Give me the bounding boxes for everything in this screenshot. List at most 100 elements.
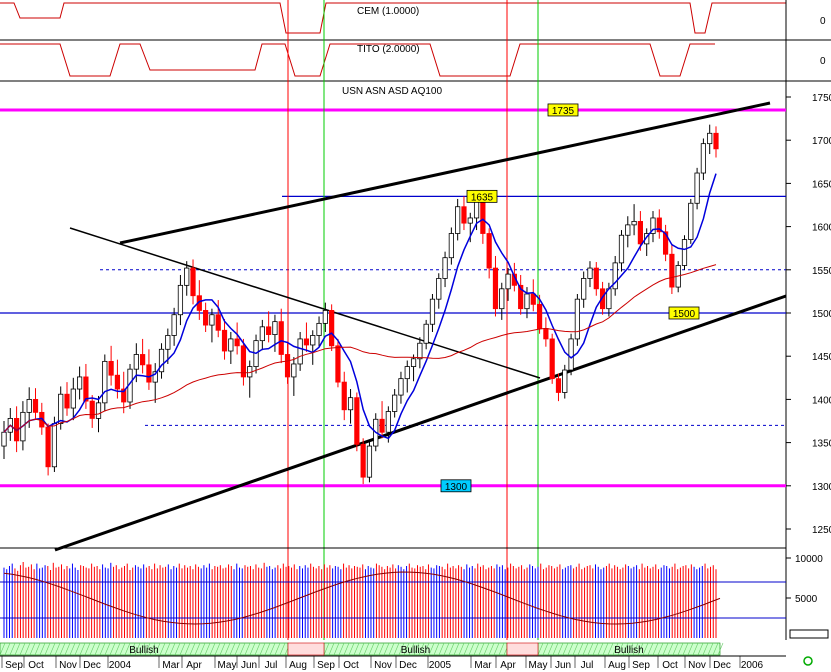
zone-hatch [473,642,480,656]
zone-hatch [169,642,176,656]
zone-hatch [642,642,649,656]
candle-body [158,348,165,373]
x-tick-label: Sep [317,660,335,671]
candle-body [140,354,146,366]
zone-hatch [478,642,485,656]
zone-hatch [74,642,81,656]
candle-body [146,364,152,383]
moving-averages [3,173,717,440]
candle-body [593,267,599,290]
candle-body [574,298,580,340]
zone-hatch [453,642,460,656]
candle-body [536,303,543,329]
zone-hatch [562,642,569,656]
candle-body [341,381,347,411]
zone-hatch [239,642,246,656]
zone-hatch [89,642,96,656]
cem-axis-value: 0 [820,16,826,27]
y-tick-label: 1600 [812,223,831,234]
candle-body [354,397,360,445]
candle-body [108,360,114,376]
x-tick-label: Nov [374,660,392,671]
candle-body [555,378,562,393]
zone-hatch [672,642,679,656]
candle-body [360,443,366,478]
candle-body [644,233,650,245]
zone-hatch [537,642,544,656]
cem-line [0,2,786,34]
zone-hatch [423,642,430,656]
zone-hatch [159,642,166,656]
x-tick-label: Oct [28,660,44,671]
candle-body [455,206,461,234]
candle-body [234,338,240,347]
zone-hatch [403,642,410,656]
zone-hatch [582,642,589,656]
x-tick-label: 2005 [429,660,452,671]
zone-hatch [328,642,335,656]
zone-hatch [652,642,659,656]
zone-hatch [383,642,390,656]
tito-label: TITO (2.0000) [357,44,420,55]
bullish-zone-label: Bullish [614,645,643,656]
candle-body [612,262,618,290]
candle-body [524,293,530,310]
zone-hatch [483,642,490,656]
zone-hatch [682,642,689,656]
x-tick-label: Jul [265,660,278,671]
zone-hatch [194,642,201,656]
zone-hatch [174,642,181,656]
zone-hatch [657,642,664,656]
candle-body [284,354,291,378]
x-tick-label: Jun [241,660,257,671]
candle-body [688,202,694,240]
y-tick-label: 1400 [812,395,831,406]
candle-body [26,398,32,413]
zone-hatch [204,642,211,656]
zone-hatch [19,642,26,656]
zone-hatch [39,642,46,656]
zone-hatch [468,642,475,656]
candle-body [278,321,284,355]
candle-body [297,338,303,365]
zone-hatch [577,642,584,656]
zone-hatch [612,642,619,656]
candle-body [662,231,669,255]
zone-hatch [234,642,241,656]
x-tick-label: 2004 [109,660,132,671]
zone-hatch [627,642,634,656]
zone-hatch [69,642,76,656]
zone-hatch [244,642,251,656]
zone-hatch [104,642,111,656]
candle-body [45,426,51,468]
upper-channel-trendline [119,101,771,245]
candle-body [266,326,272,336]
zone-hatch [557,642,564,656]
zone-hatch [49,642,56,656]
candle-body [329,310,335,347]
candle-body [480,200,486,234]
x-tick-label: Oct [662,660,678,671]
candle-body [228,338,234,352]
zone-hatch [388,642,395,656]
zone-hatch [393,642,400,656]
candle-body [518,284,524,310]
zone-hatch [458,642,465,656]
zone-hatch [373,642,380,656]
candle-body [492,267,499,310]
bullish-zone-label: Bullish [129,645,158,656]
candle-body [599,288,606,310]
candle-body [303,338,310,346]
candle-body [417,342,423,360]
lower-channel-trendline [54,294,787,552]
scroll-control[interactable] [789,629,829,639]
zone-hatch [378,642,385,656]
volume-oscillator-line [3,571,721,625]
zone-hatch [274,642,281,656]
scroll-box[interactable] [789,629,829,639]
zone-hatch [4,642,11,656]
candle-body [316,322,322,336]
candle-body [549,338,555,380]
y-tick-label: 1550 [812,266,831,277]
